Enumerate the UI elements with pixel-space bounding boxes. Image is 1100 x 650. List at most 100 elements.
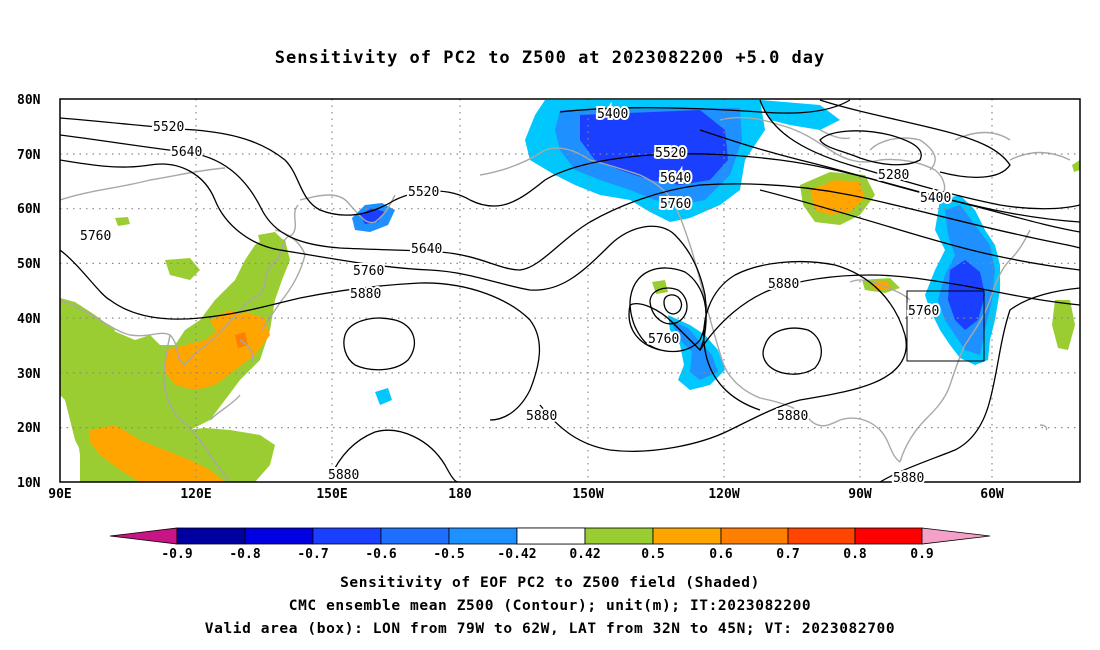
contour-5640-west: [60, 134, 1080, 271]
lat-label: 20N: [17, 421, 41, 436]
colorbar-swatch: [720, 527, 789, 545]
colorbar-tick: 0.5: [641, 547, 664, 562]
lat-label: 50N: [17, 257, 41, 272]
z500-contours: [60, 99, 1080, 482]
colorbar-tick: 0.7: [776, 547, 799, 562]
lat-label: 40N: [17, 312, 41, 327]
colorbar-swatch: [584, 527, 654, 545]
valid-area-box: [906, 290, 985, 362]
contour-5880-main: [60, 249, 541, 421]
contour-5880-se: [879, 287, 1080, 482]
lon-label: 180: [448, 487, 472, 502]
map-title: Sensitivity of PC2 to Z500 at 2023082200…: [274, 48, 826, 68]
colorbar-swatch: [854, 527, 923, 545]
colorbar-tick: 0.6: [709, 547, 733, 562]
contour-label: 5760: [648, 332, 679, 347]
contour-label: 5520: [655, 146, 686, 161]
contour-label: 5760: [908, 304, 939, 319]
contour-5760-low-inner: [663, 294, 683, 315]
contour-5880-closed-east: [762, 327, 822, 375]
lon-label: 60W: [980, 487, 1004, 502]
contour-label: 5640: [660, 171, 691, 186]
lon-label: 120E: [180, 487, 211, 502]
contour-label: 5880: [893, 471, 924, 486]
colorbar-tick: -0.42: [497, 547, 536, 562]
shade-green-greenland: [1072, 160, 1080, 172]
lon-label: 120W: [708, 487, 739, 502]
contour-label: 5520: [153, 120, 184, 135]
shade-darkblue-eastcoast: [948, 260, 985, 330]
colorbar-tick: 0.9: [910, 547, 933, 562]
colorbar-swatch: [652, 527, 722, 545]
contour-label: 5400: [597, 107, 628, 122]
shade-green-atlantic: [1052, 300, 1075, 350]
longitude-labels: 90E 120E 150E 180 150W 120W 90W 60W: [48, 487, 1004, 502]
colorbar-tick: -0.5: [433, 547, 464, 562]
lat-label: 60N: [17, 202, 41, 217]
map-frame: [59, 98, 1081, 483]
sensitivity-shading: [60, 100, 1080, 482]
colorbar-swatch: [176, 527, 246, 545]
contour-5760-west: [60, 159, 707, 352]
colorbar-swatch: [787, 527, 856, 545]
colorbar-swatch: [516, 527, 586, 545]
shade-green-kamchatka: [115, 217, 130, 226]
contour-label: 5880: [526, 409, 557, 424]
contour-5880-closed: [343, 317, 416, 371]
shade-lightblue-arctic: [760, 100, 840, 130]
contour-5400-east: [759, 99, 1080, 210]
contour-label: 5880: [768, 277, 799, 292]
contour-label: 5640: [411, 242, 442, 257]
colorbar-tick: -0.9: [161, 547, 192, 562]
caption-valid-area: Valid area (box): LON from 79W to 62W, L…: [204, 621, 896, 637]
colorbar-swatch: [921, 527, 991, 545]
lon-label: 90E: [48, 487, 71, 502]
colorbar-swatch: [109, 527, 178, 545]
contour-5760-east: [699, 274, 1080, 351]
contour-5760-lowring: [629, 267, 707, 353]
colorbar-swatch: [448, 527, 518, 545]
contour-5400: [559, 99, 851, 114]
shade-green-india: [60, 298, 115, 342]
contour-label: 5760: [660, 197, 691, 212]
shade-orange-south: [90, 425, 225, 482]
colorbar-tick-labels: -0.9 -0.8 -0.7 -0.6 -0.5 -0.42 0.42 0.5 …: [161, 547, 933, 562]
contour-5760-canada: [759, 189, 1080, 271]
shade-orange-greatlakes: [870, 282, 890, 290]
lat-label: 30N: [17, 367, 41, 382]
colorbar-tick: -0.6: [365, 547, 396, 562]
caption-shading: Sensitivity of EOF PC2 to Z500 field (Sh…: [340, 575, 760, 591]
colorbar-tick: -0.7: [297, 547, 328, 562]
colorbar-tick: 0.42: [569, 547, 600, 562]
contour-label: 5280: [878, 168, 909, 183]
colorbar-tick: -0.8: [229, 547, 260, 562]
contour-label: 5880: [777, 409, 808, 424]
contour-5880-south: [329, 429, 459, 482]
contour-label: 5760: [80, 229, 111, 244]
shade-blue-trough: [670, 320, 718, 380]
contour-5280-inner: [819, 130, 922, 166]
contour-labels: 5520 5640 5760 5880 5400 5520 5640 5760 …: [78, 105, 953, 488]
lat-label: 10N: [17, 476, 41, 491]
coastlines: [60, 116, 1071, 482]
colorbar: [109, 527, 991, 545]
caption-contour: CMC ensemble mean Z500 (Contour); unit(m…: [288, 598, 812, 614]
lat-label: 80N: [17, 93, 41, 108]
colorbar-swatch: [244, 527, 314, 545]
shade-orange-china: [165, 312, 270, 390]
contour-5760-low: [649, 287, 688, 325]
shade-green-korea: [165, 258, 200, 280]
lon-label: 150E: [316, 487, 347, 502]
lon-label: 90W: [848, 487, 872, 502]
contour-label: 5640: [171, 145, 202, 160]
contour-5280: [819, 99, 1011, 178]
shade-orange-korea: [210, 310, 250, 338]
colorbar-swatch: [380, 527, 450, 545]
shade-orange-canada: [810, 180, 865, 215]
colorbar-tick: 0.8: [843, 547, 867, 562]
contour-label: 5520: [408, 185, 439, 200]
latitude-labels: 80N 70N 60N 50N 40N 30N 20N 10N: [17, 93, 41, 491]
contour-label: 5760: [353, 264, 384, 279]
contour-label: 5880: [350, 287, 381, 302]
